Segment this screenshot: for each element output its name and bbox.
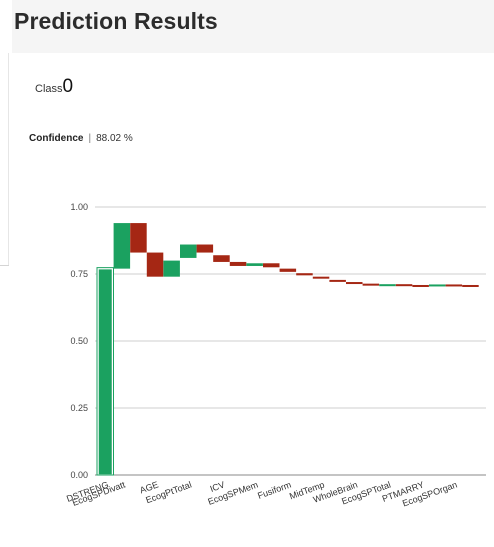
- category-label: ICV: [209, 479, 227, 494]
- waterfall-bar: [213, 255, 230, 262]
- category-label: Fusiform: [256, 479, 292, 500]
- results-header: Prediction Results: [12, 0, 494, 53]
- y-tick-label: 1.00: [70, 202, 88, 212]
- waterfall-bar: [113, 223, 131, 269]
- waterfall-bar: [196, 244, 214, 253]
- waterfall-bar: [279, 268, 297, 272]
- waterfall-bar: [146, 252, 164, 277]
- waterfall-bar: [412, 284, 429, 287]
- waterfall-bar: [346, 282, 363, 285]
- waterfall-bar: [246, 263, 263, 266]
- y-tick-label: 0.50: [70, 336, 88, 346]
- waterfall-bar: [312, 276, 330, 279]
- waterfall-bar: [130, 223, 147, 253]
- confidence-value: 88.02 %: [96, 133, 133, 144]
- panel-divider: [8, 53, 9, 266]
- waterfall-bar: [229, 261, 247, 266]
- y-tick-label: 0.25: [70, 403, 88, 413]
- waterfall-bar: [180, 244, 197, 258]
- waterfall-bar: [429, 284, 446, 287]
- waterfall-bar: [362, 283, 380, 286]
- first-bar-outline: [96, 267, 114, 476]
- predicted-class: Class0: [35, 76, 73, 98]
- waterfall-bar: [445, 284, 463, 287]
- y-tick-label: 0.75: [70, 269, 88, 279]
- waterfall-bar: [296, 273, 313, 276]
- class-label: Class: [35, 83, 63, 95]
- y-tick-label: 0.00: [70, 470, 88, 480]
- waterfall-bar: [263, 263, 280, 268]
- panel-divider-tick: [0, 265, 9, 266]
- confidence-row: Confidence | 88.02 %: [29, 133, 133, 144]
- confidence-separator: |: [88, 133, 92, 144]
- page-title: Prediction Results: [14, 8, 218, 34]
- waterfall-bar: [97, 267, 114, 476]
- waterfall-bar: [163, 260, 180, 277]
- waterfall-bar: [379, 284, 396, 287]
- waterfall-bar: [329, 279, 346, 282]
- waterfall-bar: [462, 284, 479, 287]
- waterfall-bar: [395, 284, 413, 287]
- class-value: 0: [62, 76, 74, 97]
- confidence-label: Confidence: [29, 133, 84, 144]
